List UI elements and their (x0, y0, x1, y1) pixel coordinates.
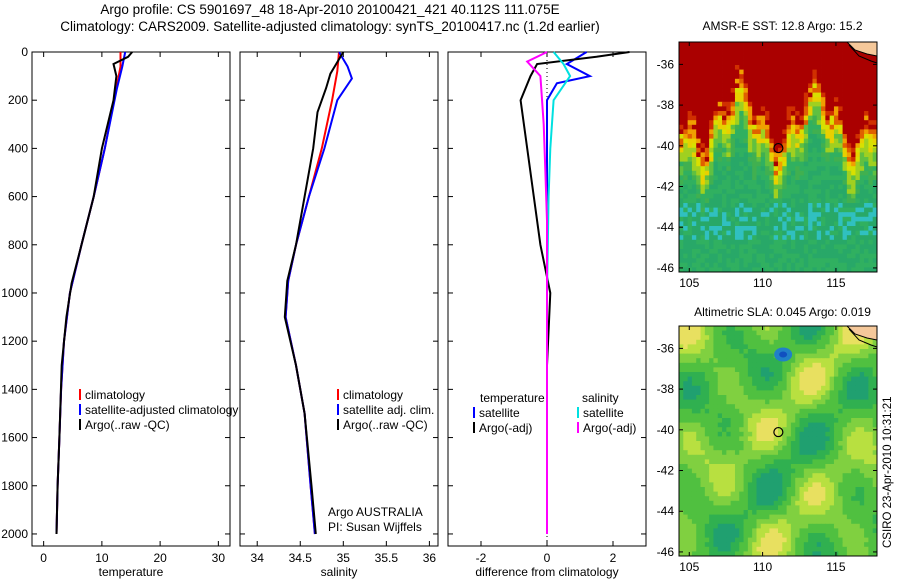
legend-group-salinity: salinity (582, 391, 619, 405)
coastline-contour (848, 44, 878, 64)
ytick-label: 1800 (1, 479, 28, 493)
series-line-3-2 (519, 51, 630, 534)
map-ytick-label: -44 (657, 220, 675, 234)
ytick-label: 1400 (1, 382, 28, 396)
map-xtick-label: 110 (753, 276, 772, 290)
ytick-label: 1600 (1, 431, 28, 445)
ytick-label: 1000 (1, 286, 28, 300)
float-position-marker (773, 426, 784, 438)
map-ytick-label: -40 (657, 139, 675, 153)
legend-group-temperature: temperature (480, 391, 545, 405)
map-ytick-label: -38 (657, 382, 675, 396)
xtick-label: 0 (40, 551, 47, 565)
map-xtick-label: 105 (679, 560, 699, 574)
map-ytick-label: -42 (657, 464, 675, 478)
legend-label: Argo(..raw -QC) (343, 418, 428, 432)
float-position-marker (773, 142, 784, 154)
xaxis-label: difference from climatology (475, 565, 618, 579)
map-ytick-label: -36 (657, 57, 675, 71)
low-anomaly-core (779, 351, 788, 358)
legend-label: climatology (343, 388, 403, 402)
ytick-label: 0 (21, 45, 28, 59)
panel-frame-1 (31, 51, 231, 547)
map-xtick-label: 115 (826, 560, 845, 574)
annotation-text: PI: Susan Wijffels (328, 520, 422, 534)
ytick-label: 200 (8, 93, 28, 107)
sla-map-title: Altimetric SLA: 0.045 Argo: 0.019 (694, 305, 871, 319)
series-line-1-3 (55, 51, 133, 535)
ytick-label: 600 (8, 190, 28, 204)
xaxis-label: temperature (99, 565, 164, 579)
sla-map-frame (678, 325, 878, 557)
map-ytick-label: -46 (657, 545, 675, 559)
sla-map-field (679, 326, 878, 557)
ytick-label: 400 (8, 141, 28, 155)
xtick-label: 2 (610, 551, 617, 565)
xtick-label: 34.5 (289, 551, 313, 565)
map-ytick-label: -46 (657, 261, 675, 275)
map-ytick-label: -38 (657, 98, 675, 112)
map-ytick-label: -44 (657, 504, 675, 518)
series-line-3-4 (525, 51, 548, 534)
sst-map-frame (678, 41, 878, 273)
xtick-label: 10 (95, 551, 109, 565)
xtick-label: 20 (153, 551, 167, 565)
sst-map-title: AMSR-E SST: 12.8 Argo: 15.2 (702, 19, 863, 33)
map-xtick-label: 110 (753, 560, 772, 574)
legend-label: climatology (85, 388, 145, 402)
legend-label: Argo(-adj) (583, 421, 636, 435)
xtick-label: 35 (337, 551, 351, 565)
xtick-label: 36 (423, 551, 437, 565)
series-line-2-3 (283, 51, 345, 535)
annotation-text: Argo AUSTRALIA (328, 505, 423, 519)
coastline-contour (848, 328, 878, 348)
xtick-label: -2 (476, 551, 487, 565)
legend-label: Argo(..raw -QC) (85, 418, 170, 432)
legend-label: satellite adj. clim. (343, 403, 434, 417)
map-ytick-label: -40 (657, 423, 675, 437)
map-ytick-label: -36 (657, 341, 675, 355)
ytick-label: 2000 (1, 527, 28, 541)
xtick-label: 35.5 (375, 551, 399, 565)
map-xtick-label: 105 (679, 276, 699, 290)
xtick-label: 34 (251, 551, 265, 565)
legend-label: satellite (479, 406, 520, 420)
legend-label: satellite (583, 406, 624, 420)
legend-label: satellite-adjusted climatology (85, 403, 238, 417)
figure-title-line1: Argo profile: CS 5901697_48 18-Apr-2010 … (100, 2, 560, 17)
xtick-label: 30 (212, 551, 226, 565)
map-xtick-label: 115 (826, 276, 845, 290)
sst-map-field (679, 42, 878, 273)
ytick-label: 800 (8, 238, 28, 252)
figure-title-line2: Climatology: CARS2009. Satellite-adjuste… (60, 19, 600, 34)
xaxis-label: salinity (321, 565, 358, 579)
legend-label: Argo(-adj) (479, 421, 532, 435)
ytick-label: 1200 (1, 334, 28, 348)
map-ytick-label: -42 (657, 180, 675, 194)
panel-frame-2 (239, 51, 439, 547)
xtick-label: 0 (544, 551, 551, 565)
